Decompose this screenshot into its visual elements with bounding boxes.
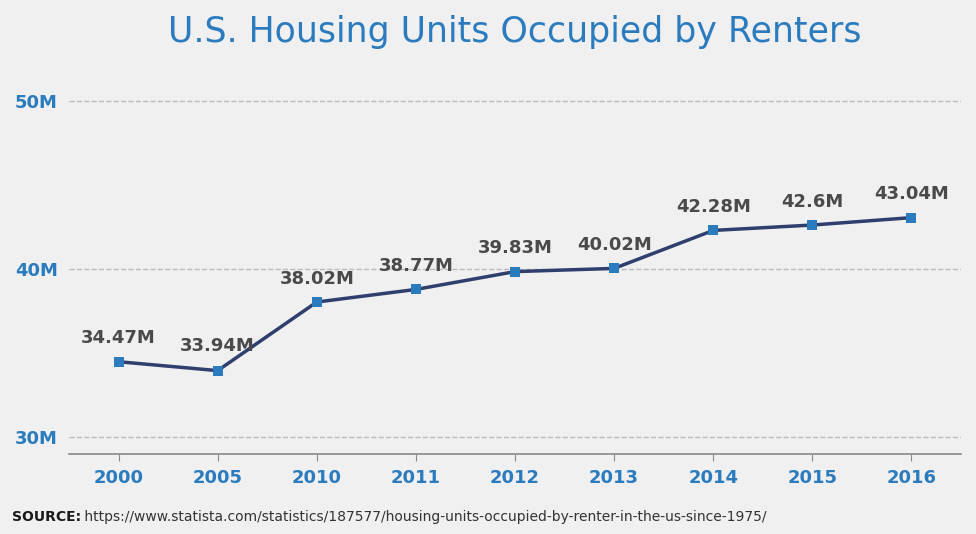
Text: 33.94M: 33.94M bbox=[181, 337, 255, 356]
Text: https://www.statista.com/statistics/187577/housing-units-occupied-by-renter-in-t: https://www.statista.com/statistics/1875… bbox=[80, 511, 766, 524]
Text: 42.6M: 42.6M bbox=[781, 193, 843, 211]
Text: 38.77M: 38.77M bbox=[379, 257, 453, 275]
Text: 42.28M: 42.28M bbox=[675, 198, 751, 216]
Text: 38.02M: 38.02M bbox=[279, 270, 354, 288]
Text: 43.04M: 43.04M bbox=[874, 185, 949, 203]
Text: 40.02M: 40.02M bbox=[577, 236, 652, 254]
Text: SOURCE:: SOURCE: bbox=[12, 511, 81, 524]
Text: 39.83M: 39.83M bbox=[477, 239, 552, 257]
Title: U.S. Housing Units Occupied by Renters: U.S. Housing Units Occupied by Renters bbox=[168, 15, 862, 49]
Text: 34.47M: 34.47M bbox=[81, 328, 156, 347]
